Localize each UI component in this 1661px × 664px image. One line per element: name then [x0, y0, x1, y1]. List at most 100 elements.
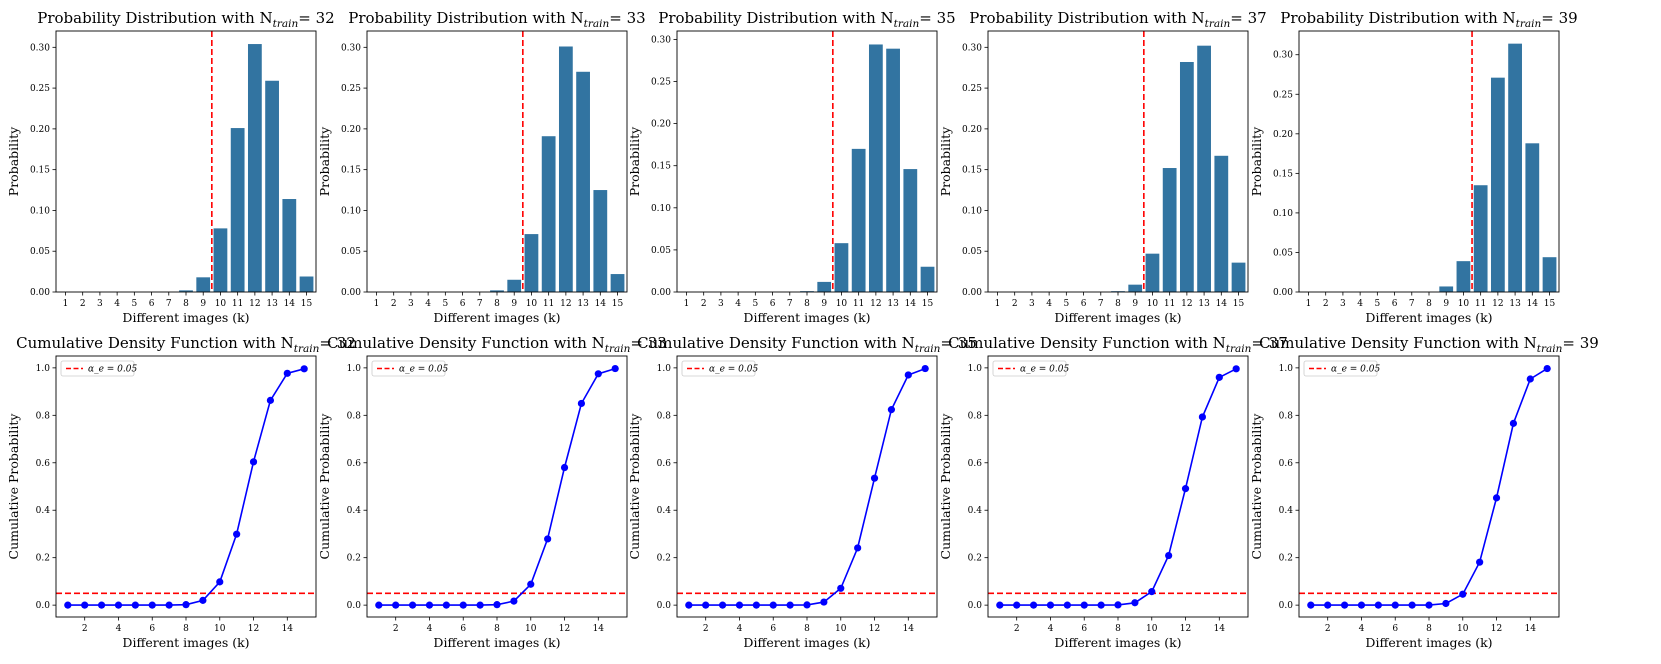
title-subscript: train: [894, 18, 920, 30]
x-tick-label: 14: [284, 299, 296, 309]
y-axis-label: Cumulative Probability: [627, 413, 642, 560]
x-tick-label: 2: [82, 624, 88, 634]
x-tick-label: 14: [1214, 624, 1226, 634]
plot-frame: [55, 30, 317, 293]
y-tick-label: 0.0: [347, 601, 362, 611]
y-tick-label: 1.0: [36, 364, 51, 374]
cdf-point-5: [1063, 601, 1071, 609]
title-text: Probability Distribution with N: [658, 9, 893, 27]
title-subscript: train: [584, 18, 610, 30]
x-tick-label: 2: [393, 624, 399, 634]
y-tick-label: 0.05: [962, 247, 982, 257]
cdf-point-6: [1391, 601, 1399, 609]
cdf-point-5: [131, 601, 139, 609]
cdf-point-11: [1476, 558, 1484, 566]
bar-8: [179, 290, 193, 292]
x-tick-label: 2: [1014, 624, 1020, 634]
cdf-point-10: [1148, 588, 1156, 596]
cdf-point-2: [392, 601, 400, 609]
bar-15: [1231, 262, 1246, 292]
x-tick-label: 3: [718, 299, 724, 309]
x-tick-label: 5: [752, 299, 758, 309]
plot-frame: [55, 355, 317, 618]
cdf-point-7: [786, 601, 794, 609]
x-tick-label: 12: [249, 299, 260, 309]
bar-9: [196, 277, 211, 292]
x-tick-label: 8: [804, 624, 810, 634]
x-tick-label: 4: [427, 624, 433, 634]
cdf-point-5: [1374, 601, 1382, 609]
x-tick-label: 10: [835, 624, 847, 634]
cdf-point-11: [544, 535, 552, 543]
bar-13: [1508, 43, 1522, 293]
chart-title: Probability Distribution with Ntrain= 35: [658, 9, 955, 30]
chart-title: Probability Distribution with Ntrain= 32: [37, 9, 334, 30]
cdf-point-12: [560, 463, 569, 472]
x-tick-label: 11: [232, 299, 243, 309]
x-tick-label: 15: [301, 299, 313, 309]
title-suffix: = 33: [630, 334, 666, 352]
y-axis-label: Probability: [1249, 126, 1264, 196]
legend-box: [1303, 360, 1378, 377]
title-text: Probability Distribution with N: [348, 9, 583, 27]
title-text: Cumulative Density Function with N: [16, 334, 294, 352]
x-tick-label: 15: [1233, 299, 1245, 309]
cdf-point-6: [459, 601, 467, 609]
cdf-point-15: [1232, 365, 1240, 373]
subplot-10: Cumulative Density Function with Ntrain=…: [1249, 334, 1599, 650]
title-subscript: train: [1226, 343, 1252, 355]
x-tick-label: 14: [1527, 299, 1539, 309]
x-tick-label: 2: [1012, 299, 1018, 309]
cdf-point-13: [266, 396, 275, 404]
x-tick-label: 6: [149, 299, 155, 309]
y-tick-label: 0.05: [651, 246, 671, 256]
cdf-point-13: [1509, 419, 1518, 427]
y-tick-label: 0.10: [341, 206, 361, 216]
cdf-point-15: [300, 365, 308, 373]
y-tick-label: 0.8: [657, 411, 672, 421]
y-tick-label: 0.15: [341, 166, 361, 176]
cdf-line: [999, 368, 1237, 606]
bar-12: [868, 44, 883, 293]
y-tick-label: 0.8: [36, 411, 51, 421]
plot-frame: [366, 355, 628, 618]
cdf-point-12: [1181, 485, 1190, 493]
bar-12: [1179, 61, 1194, 293]
title-suffix: = 39: [1562, 334, 1598, 352]
y-tick-label: 0.10: [1273, 209, 1293, 219]
x-axis-label: Different images (k): [1365, 635, 1492, 650]
y-tick-label: 0.4: [968, 506, 983, 516]
x-tick-label: 4: [1359, 624, 1365, 634]
x-tick-label: 6: [1392, 624, 1398, 634]
x-tick-label: 12: [559, 624, 570, 634]
y-axis-label: Probability: [317, 126, 332, 196]
y-tick-label: 0.0: [36, 601, 51, 611]
title-suffix: = 37: [1251, 334, 1287, 352]
y-tick-label: 0.4: [36, 506, 51, 516]
cdf-point-8: [1425, 601, 1433, 609]
cdf-point-4: [735, 601, 744, 609]
y-tick-label: 0.15: [1273, 169, 1293, 179]
y-tick-label: 1.0: [968, 364, 983, 374]
y-tick-label: 0.10: [30, 206, 50, 216]
y-tick-label: 0.2: [657, 554, 671, 564]
x-tick-label: 14: [1216, 299, 1228, 309]
cdf-point-4: [425, 601, 434, 609]
bar-9: [817, 281, 832, 292]
cdf-point-11: [233, 530, 241, 538]
x-tick-label: 4: [116, 624, 122, 634]
y-axis-label: Probability: [6, 126, 21, 196]
x-tick-label: 12: [869, 624, 880, 634]
title-subscript: train: [915, 343, 941, 355]
y-tick-label: 0.6: [968, 459, 983, 469]
bar-9: [1439, 286, 1454, 292]
cdf-point-9: [820, 598, 828, 606]
cdf-point-7: [1408, 601, 1416, 609]
cdf-point-8: [493, 601, 501, 609]
cdf-point-14: [1215, 373, 1223, 381]
cdf-line: [688, 367, 926, 606]
cdf-point-6: [769, 601, 777, 609]
x-axis-label: Different images (k): [743, 310, 870, 325]
y-tick-label: 0.25: [1273, 90, 1293, 100]
x-tick-label: 8: [494, 624, 500, 634]
